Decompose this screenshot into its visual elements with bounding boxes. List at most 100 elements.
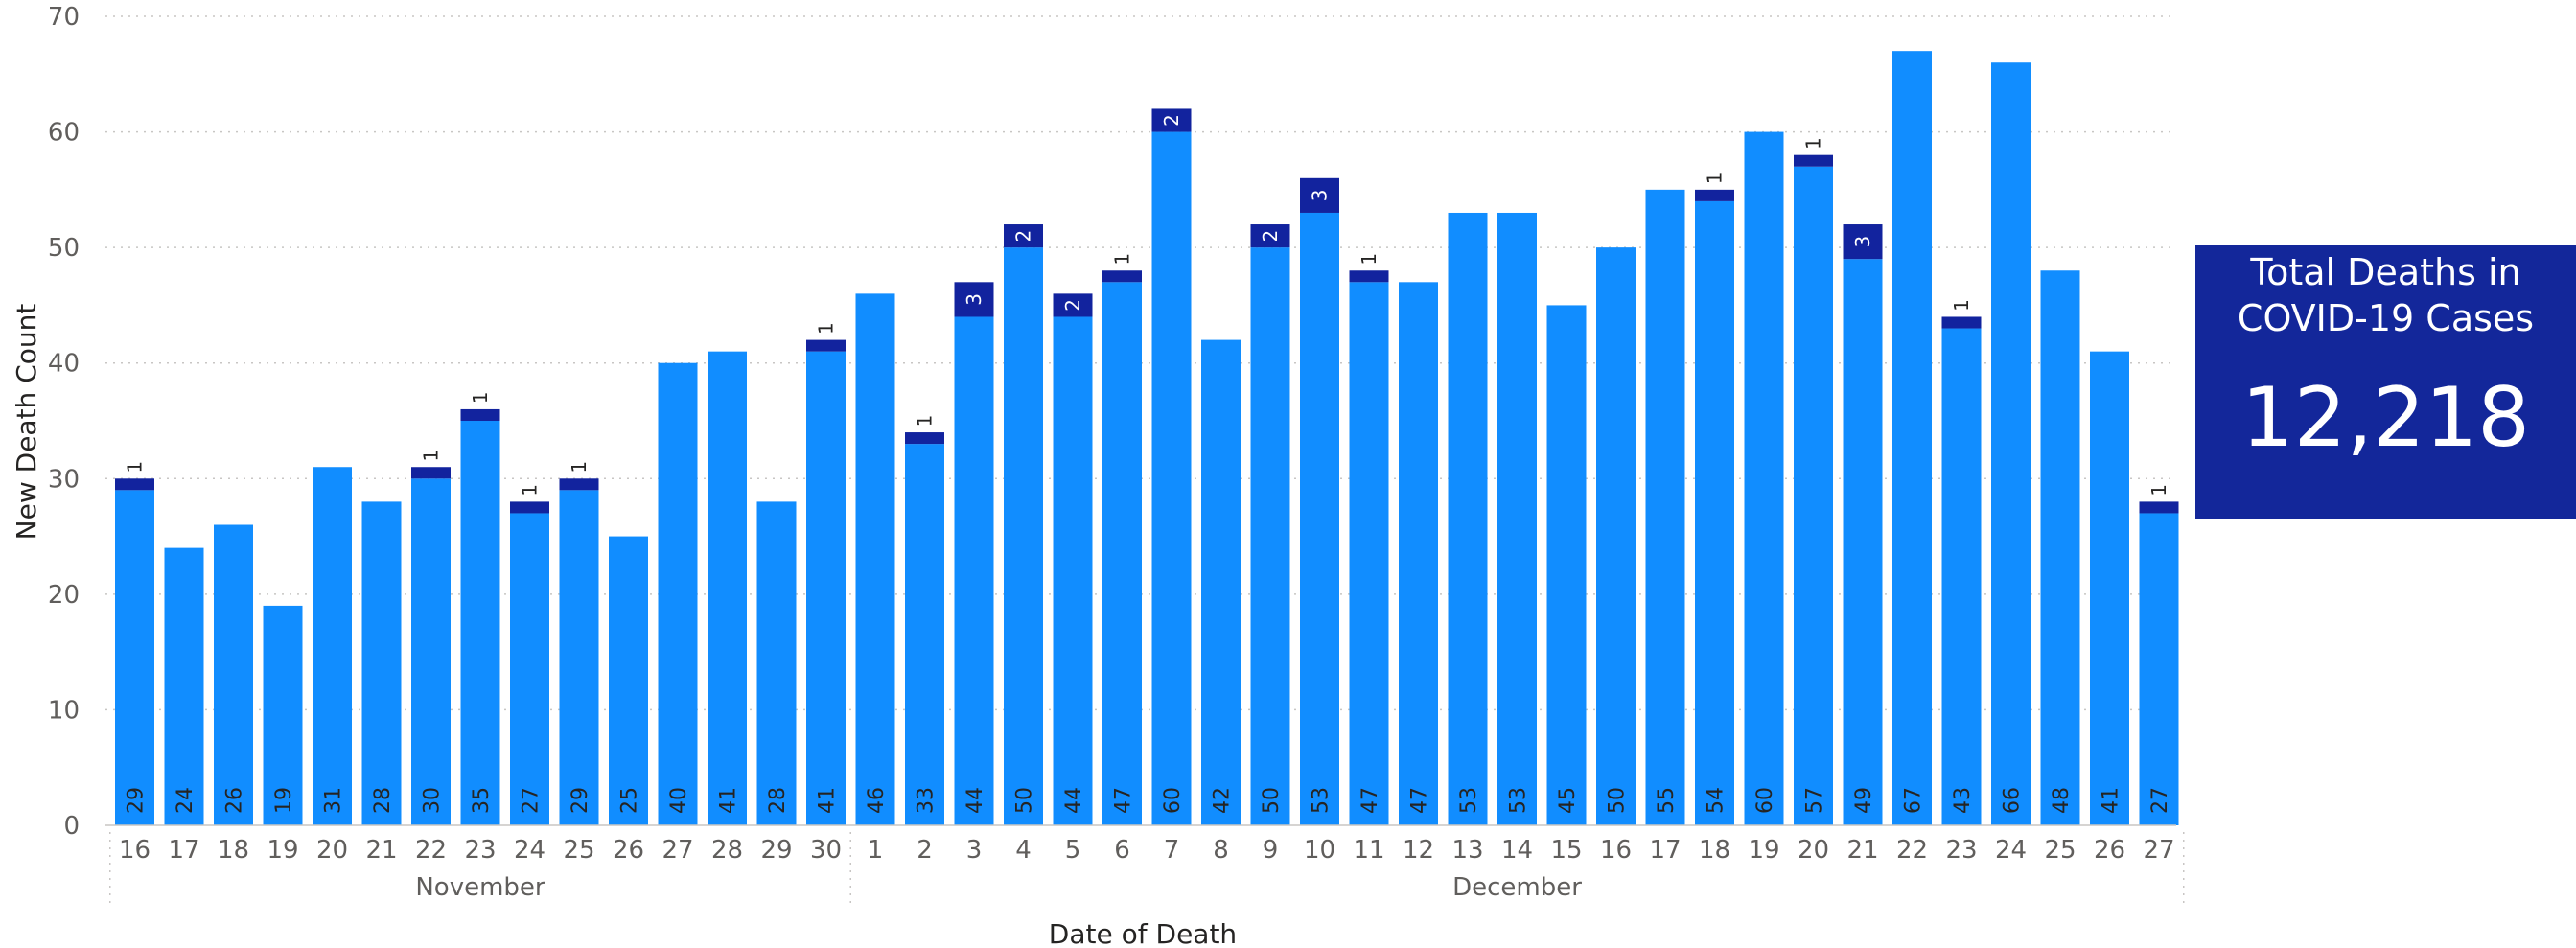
x-tick-label: 21 xyxy=(365,836,397,865)
bar-data-label: 53 xyxy=(1457,787,1481,814)
bar-top-data-label: 1 xyxy=(1950,299,1973,312)
y-tick-label: 40 xyxy=(48,350,80,379)
x-tick-label: 16 xyxy=(1600,836,1632,865)
bar-segment-primary xyxy=(1596,247,1636,826)
x-tick-label: 3 xyxy=(966,836,983,865)
bar-top-data-label: 1 xyxy=(1111,253,1134,266)
bar-top-data-label: 1 xyxy=(914,415,937,428)
x-tick-label: 9 xyxy=(1263,836,1279,865)
bar-data-label: 29 xyxy=(569,787,592,814)
x-tick-label: 5 xyxy=(1065,836,1081,865)
y-tick-label: 30 xyxy=(48,465,80,494)
bar-top-data-label: 3 xyxy=(1851,236,1874,248)
bar-data-label: 35 xyxy=(470,787,494,814)
x-tick-label: 2 xyxy=(917,836,933,865)
x-tick-label: 23 xyxy=(464,836,496,865)
y-tick-label: 10 xyxy=(48,696,80,725)
x-tick-label: 21 xyxy=(1846,836,1878,865)
bar-segment-primary xyxy=(1695,200,1734,825)
bar-data-label: 30 xyxy=(421,787,445,814)
bar-segment-primary xyxy=(1794,166,1833,825)
y-axis-title: New Death Count xyxy=(11,304,42,541)
bar-segment-primary xyxy=(1843,259,1883,825)
bar-data-label: 26 xyxy=(223,787,247,814)
x-axis: 16 17 18 19 20 21 22 23 24 25 26 27 28 29 30 1 2 3 4 5 6 7 8 9 1… xyxy=(105,824,2185,907)
bar-segment-primary xyxy=(1004,247,1043,826)
bar-data-label: 28 xyxy=(766,787,790,814)
x-tick-label: 8 xyxy=(1213,836,1229,865)
bar-segment-secondary xyxy=(1300,177,1339,213)
x-tick-label: 4 xyxy=(1015,836,1032,865)
bar-segment-primary xyxy=(855,293,895,825)
x-tick-label: 15 xyxy=(1550,836,1582,865)
x-tick-label: 18 xyxy=(1699,836,1730,865)
bar-segment-secondary xyxy=(954,282,994,317)
bar-segment-secondary xyxy=(510,501,549,514)
bar-segment-secondary xyxy=(115,478,154,491)
bar-top-data-label: 2 xyxy=(1259,230,1282,243)
bar-top-data-label: 1 xyxy=(420,450,443,462)
x-tick-label: 10 xyxy=(1304,836,1335,865)
x-tick-label: 17 xyxy=(1649,836,1681,865)
card-value: 12,218 xyxy=(2241,370,2530,466)
bar-top-data-label: 2 xyxy=(1160,114,1183,127)
bar-segment-secondary xyxy=(559,478,599,491)
x-tick-label: 6 xyxy=(1114,836,1130,865)
bar-segment-primary xyxy=(1349,282,1389,825)
x-tick-label: 20 xyxy=(316,836,348,865)
bar-segment-primary xyxy=(1448,212,1488,825)
bar-segment-secondary xyxy=(460,408,500,421)
bar-data-label: 45 xyxy=(1556,787,1580,814)
bar-top-data-label: 1 xyxy=(568,461,591,474)
card-title: Total Deaths in COVID-19 Cases xyxy=(2237,251,2535,339)
x-tick-label: 24 xyxy=(514,836,545,865)
bar-segment-primary xyxy=(460,421,500,825)
bar-segment-secondary xyxy=(1102,270,1142,283)
bar-data-label: 66 xyxy=(2001,787,2025,814)
bar-segment-primary xyxy=(1546,305,1587,825)
bar-segment-primary xyxy=(905,444,944,825)
bar-data-label: 47 xyxy=(1408,787,1432,814)
bar-data-label: 43 xyxy=(1951,787,1975,814)
bar-segment-primary xyxy=(2040,270,2080,825)
bar-data-label: 41 xyxy=(717,787,741,814)
bar-data-label: 31 xyxy=(322,787,346,814)
x-group-label: December xyxy=(1452,873,1582,902)
x-tick-label: 19 xyxy=(1748,836,1779,865)
bar-segment-secondary xyxy=(1349,270,1389,283)
bar-data-label: 25 xyxy=(618,787,642,814)
bar-top-data-label: 1 xyxy=(815,322,838,335)
x-tick-label: 1 xyxy=(868,836,884,865)
bar-data-label: 41 xyxy=(2100,787,2123,814)
bar-segment-primary xyxy=(559,490,599,825)
x-tick-label: 26 xyxy=(2094,836,2125,865)
x-tick-label: 19 xyxy=(267,836,298,865)
y-tick-label: 20 xyxy=(48,581,80,610)
x-tick-label: 27 xyxy=(2143,836,2174,865)
bar-segment-primary xyxy=(1201,339,1241,825)
bar-segment-secondary xyxy=(1151,108,1192,132)
bar-data-label: 67 xyxy=(1902,787,1926,814)
bar-data-label: 48 xyxy=(2050,787,2074,814)
bar-segment-secondary xyxy=(905,432,944,445)
bar-data-label: 50 xyxy=(1260,787,1284,814)
bar-segment-primary xyxy=(1497,212,1537,825)
bar-data-label: 44 xyxy=(963,787,987,814)
bar-segment-secondary xyxy=(806,339,846,352)
bar-segment-primary xyxy=(164,547,204,825)
bar-segment-secondary xyxy=(411,467,451,479)
bar-segment-primary xyxy=(1250,247,1290,826)
x-tick-label: 28 xyxy=(711,836,743,865)
bar-data-label: 28 xyxy=(371,787,395,814)
y-tick-label: 60 xyxy=(48,119,80,148)
x-tick-label: 29 xyxy=(760,836,792,865)
bar-segment-secondary xyxy=(1695,189,1734,201)
bar-top-data-label: 1 xyxy=(519,484,542,497)
x-tick-label: 25 xyxy=(2044,836,2076,865)
bar-segment-primary xyxy=(1300,212,1339,825)
bar-data-label: 41 xyxy=(816,787,840,814)
bar-segment-primary xyxy=(658,362,698,825)
bar-segment-primary xyxy=(954,316,994,825)
y-tick-label: 70 xyxy=(48,3,80,32)
bar-segment-secondary xyxy=(1941,316,1982,329)
